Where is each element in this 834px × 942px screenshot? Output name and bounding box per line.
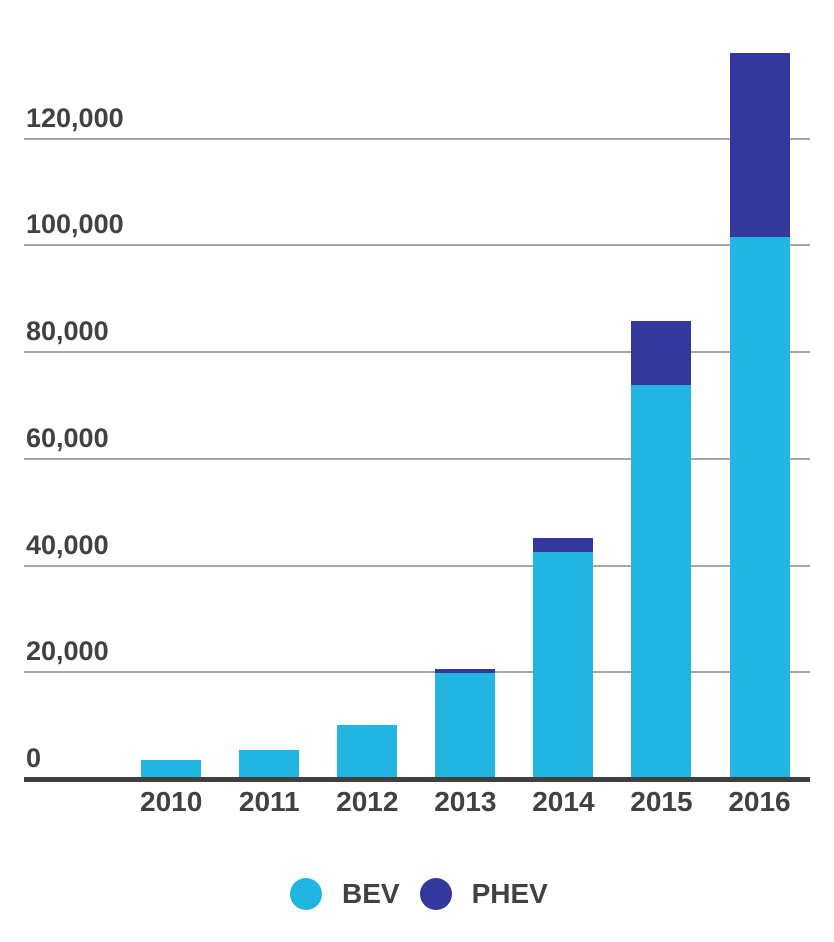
bar-2012 xyxy=(337,725,398,779)
gridline xyxy=(24,457,810,460)
bar-segment-bev-2013 xyxy=(435,672,496,779)
x-axis-label-2014: 2014 xyxy=(532,786,595,817)
bar-segment-bev-2016 xyxy=(729,237,790,779)
legend-item-bev: BEV xyxy=(290,878,400,910)
y-axis-tick-label: 20,000 xyxy=(26,636,109,667)
bar-2010 xyxy=(141,760,202,779)
legend-label-phev: PHEV xyxy=(471,878,548,909)
legend-marker-phev-icon xyxy=(419,878,452,910)
bar-2015 xyxy=(631,321,692,779)
x-axis-line xyxy=(24,777,810,782)
bar-segment-phev-2016 xyxy=(729,53,790,238)
legend: BEV PHEV xyxy=(290,878,548,910)
gridline xyxy=(24,244,810,247)
plot-area: 0 20,000 40,000 60,000 80,000 100,000 120,000 xyxy=(24,0,810,779)
bar-segment-bev-2011 xyxy=(239,750,300,779)
bar-segment-bev-2010 xyxy=(141,760,202,779)
bar-segment-phev-2015 xyxy=(631,321,692,386)
gridline xyxy=(24,564,810,567)
x-axis-label-2015: 2015 xyxy=(630,786,693,817)
bar-2016 xyxy=(729,53,790,779)
gridline xyxy=(24,671,810,674)
bar-segment-bev-2015 xyxy=(631,385,692,779)
legend-marker-bev-icon xyxy=(290,878,322,910)
legend-item-phev: PHEV xyxy=(419,878,548,910)
x-axis-label-2012: 2012 xyxy=(336,786,399,817)
x-axis-label-2010: 2010 xyxy=(140,786,203,817)
y-axis-tick-label: 120,000 xyxy=(26,102,124,133)
bar-2014 xyxy=(533,537,594,779)
x-axis-label-2013: 2013 xyxy=(434,786,497,817)
bar-2013 xyxy=(435,668,496,779)
bar-segment-bev-2012 xyxy=(337,725,398,779)
x-axis-label-2011: 2011 xyxy=(238,786,300,817)
bar-segment-phev-2014 xyxy=(533,537,594,553)
y-axis-tick-label: 0 xyxy=(26,743,42,773)
legend-label-bev: BEV xyxy=(342,878,400,909)
y-axis-tick-label: 80,000 xyxy=(26,316,109,347)
bar-2011 xyxy=(239,750,300,779)
bar-segment-bev-2014 xyxy=(533,552,594,779)
gridline xyxy=(24,351,810,354)
bar-segment-phev-2013 xyxy=(435,668,496,673)
y-axis-tick-label: 100,000 xyxy=(26,209,124,240)
y-axis-tick-label: 40,000 xyxy=(26,529,109,560)
gridline xyxy=(24,137,810,140)
x-axis-label-2016: 2016 xyxy=(728,786,791,817)
y-axis-tick-label: 60,000 xyxy=(26,422,109,453)
